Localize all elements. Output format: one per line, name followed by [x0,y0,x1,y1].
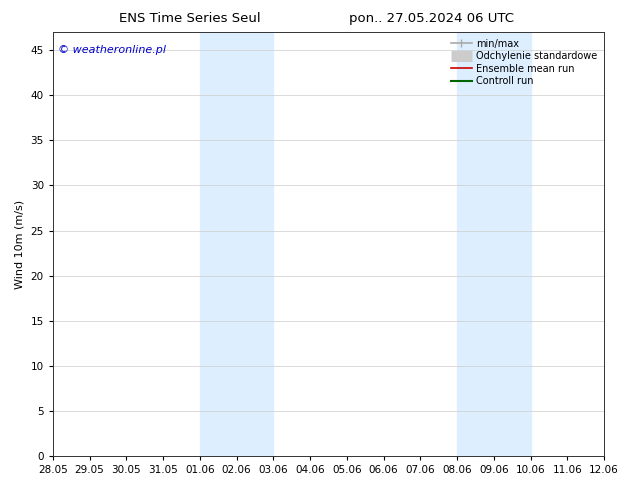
Legend: min/max, Odchylenie standardowe, Ensemble mean run, Controll run: min/max, Odchylenie standardowe, Ensembl… [447,35,601,90]
Text: ENS Time Series Seul: ENS Time Series Seul [119,12,261,25]
Y-axis label: Wind 10m (m/s): Wind 10m (m/s) [15,199,25,289]
Bar [200,32,273,456]
Text: © weatheronline.pl: © weatheronline.pl [58,45,166,55]
Bar [457,32,531,456]
Text: pon.. 27.05.2024 06 UTC: pon.. 27.05.2024 06 UTC [349,12,514,25]
